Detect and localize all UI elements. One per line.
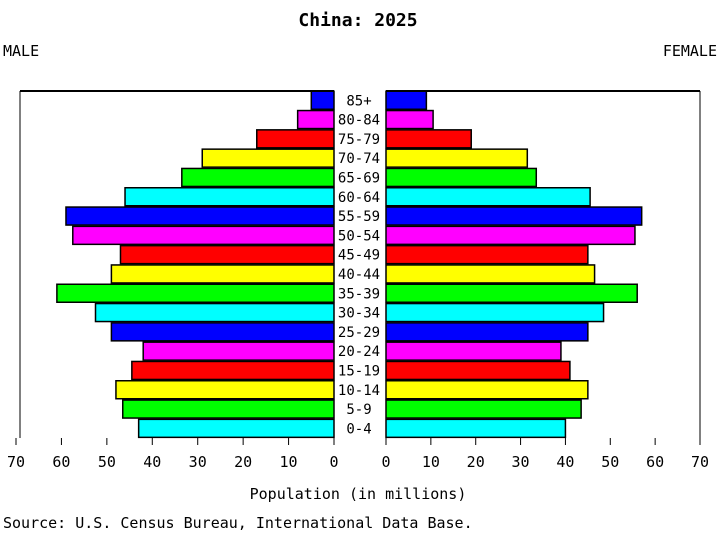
female-bar-40-44	[385, 264, 596, 284]
female-bar-70-74	[385, 148, 529, 168]
male-bar-75-79	[256, 129, 335, 149]
female-bar-15-19	[385, 360, 571, 381]
female-bar-80-84	[385, 109, 434, 130]
female-bar-85+	[385, 90, 428, 110]
female-tick-label-70: 70	[691, 453, 709, 471]
age-label-40-44: 40-44	[338, 267, 380, 283]
female-tick-label-40: 40	[556, 453, 574, 471]
age-label-75-79: 75-79	[338, 132, 380, 148]
male-bar-70-74	[201, 148, 335, 168]
age-label-50-54: 50-54	[338, 228, 380, 244]
male-bar-20-24	[142, 341, 335, 361]
female-bar-45-49	[385, 244, 589, 265]
age-label-70-74: 70-74	[338, 151, 380, 167]
age-label-25-29: 25-29	[338, 325, 380, 341]
age-label-80-84: 80-84	[338, 113, 380, 129]
female-bar-60-64	[385, 187, 591, 207]
male-bar-50-54	[72, 225, 335, 246]
female-tick-label-0: 0	[381, 453, 390, 471]
male-bar-55-59	[65, 206, 335, 226]
female-bar-75-79	[385, 129, 472, 149]
female-bar-35-39	[385, 283, 638, 303]
female-bar-20-24	[385, 341, 562, 361]
male-bar-15-19	[131, 360, 335, 381]
male-bar-35-39	[56, 283, 335, 303]
age-label-30-34: 30-34	[338, 306, 380, 322]
male-bar-25-29	[110, 322, 335, 342]
chart-title: China: 2025	[298, 10, 417, 31]
age-label-60-64: 60-64	[338, 190, 380, 206]
male-tick-label-20: 20	[234, 453, 252, 471]
male-tick-label-0: 0	[329, 453, 338, 471]
male-tick-label-10: 10	[280, 453, 298, 471]
male-bar-80-84	[296, 109, 335, 130]
age-label-0-4: 0-4	[346, 421, 371, 437]
male-bar-45-49	[119, 244, 335, 265]
male-tick-label-50: 50	[98, 453, 116, 471]
source-note: Source: U.S. Census Bureau, Internationa…	[3, 514, 473, 532]
female-bar-65-69	[385, 167, 538, 188]
female-tick-label-10: 10	[422, 453, 440, 471]
male-bar-40-44	[110, 264, 335, 284]
age-label-20-24: 20-24	[338, 344, 380, 360]
female-bar-50-54	[385, 225, 636, 246]
age-label-85+: 85+	[346, 93, 371, 109]
age-label-45-49: 45-49	[338, 248, 380, 264]
male-tick-label-40: 40	[143, 453, 161, 471]
age-label-15-19: 15-19	[338, 363, 380, 379]
female-tick-label-30: 30	[512, 453, 530, 471]
male-bar-10-14	[115, 380, 335, 400]
age-label-35-39: 35-39	[338, 286, 380, 302]
male-tick-label-70: 70	[7, 453, 25, 471]
female-tick-label-20: 20	[467, 453, 485, 471]
age-labels-group: 0-4 5-9 10-14 15-19 20-24 25-29 30-34 35-39 40-4…	[338, 93, 380, 437]
male-label: MALE	[3, 42, 39, 60]
female-bar-55-59	[385, 206, 643, 226]
bars-group	[56, 90, 643, 439]
female-bar-10-14	[385, 380, 589, 400]
female-tick-label-60: 60	[646, 453, 664, 471]
male-bar-30-34	[94, 302, 335, 323]
female-bar-30-34	[385, 302, 605, 323]
male-bar-65-69	[181, 167, 335, 188]
age-label-55-59: 55-59	[338, 209, 380, 225]
age-label-65-69: 65-69	[338, 170, 380, 186]
female-bar-25-29	[385, 322, 589, 342]
age-label-10-14: 10-14	[338, 383, 380, 399]
female-tick-label-50: 50	[601, 453, 619, 471]
male-bar-85+	[310, 90, 335, 110]
female-bar-5-9	[385, 399, 582, 419]
female-label: FEMALE	[663, 42, 717, 60]
male-bar-60-64	[124, 187, 335, 207]
male-tick-label-60: 60	[52, 453, 70, 471]
male-bar-5-9	[122, 399, 335, 419]
male-tick-label-30: 30	[189, 453, 207, 471]
age-label-5-9: 5-9	[346, 402, 371, 418]
x-axis-label: Population (in millions)	[250, 485, 467, 503]
x-ticks-group: 0 0 10 10 20 20 30 30 40 40 50 50 60 60 70 70	[7, 438, 709, 471]
male-bar-0-4	[137, 418, 335, 439]
female-bar-0-4	[385, 418, 567, 439]
